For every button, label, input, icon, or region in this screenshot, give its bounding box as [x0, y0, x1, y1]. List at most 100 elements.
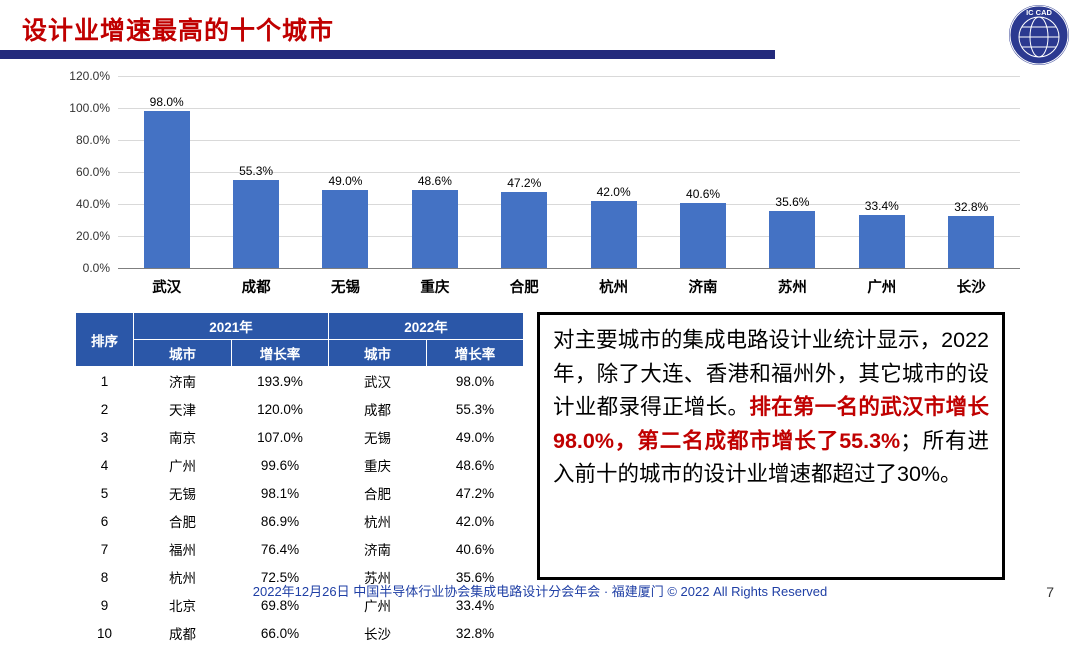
table-cell: 济南	[329, 535, 427, 563]
table-cell: 无锡	[329, 423, 427, 451]
table-cell: 杭州	[329, 507, 427, 535]
bar-value-label: 40.6%	[686, 187, 720, 201]
table-cell: 南京	[134, 423, 232, 451]
bar	[769, 211, 815, 268]
col-header-rank: 排序	[76, 313, 134, 367]
page-title: 设计业增速最高的十个城市	[22, 11, 334, 47]
iccad-logo-icon: IC CAD	[1008, 4, 1070, 66]
y-tick-label: 0.0%	[83, 261, 110, 275]
table-cell: 1	[76, 367, 134, 396]
bar-column: 32.8%	[927, 76, 1016, 268]
y-tick-label: 100.0%	[69, 101, 110, 115]
table-cell: 广州	[134, 451, 232, 479]
x-tick-label: 济南	[659, 276, 748, 297]
y-tick-label: 80.0%	[76, 133, 110, 147]
logo-text: IC CAD	[1026, 8, 1052, 17]
bar	[859, 215, 905, 268]
x-tick-label: 苏州	[748, 276, 837, 297]
bar-column: 98.0%	[122, 76, 211, 268]
table-cell: 66.0%	[232, 619, 329, 647]
title-underline-bar	[0, 50, 775, 59]
table-cell: 120.0%	[232, 395, 329, 423]
y-tick-label: 20.0%	[76, 229, 110, 243]
bar-column: 55.3%	[212, 76, 301, 268]
bar-value-label: 35.6%	[775, 195, 809, 209]
bar-column: 42.0%	[569, 76, 658, 268]
gridline	[118, 268, 1020, 269]
x-tick-label: 武汉	[122, 276, 211, 297]
chart-y-axis: 120.0%100.0%80.0%60.0%40.0%20.0%0.0%	[62, 76, 118, 268]
bar-value-label: 98.0%	[150, 95, 184, 109]
bar	[144, 111, 190, 268]
chart-x-axis: 武汉成都无锡重庆合肥杭州济南苏州广州长沙	[118, 276, 1020, 297]
table-cell: 86.9%	[232, 507, 329, 535]
page-number: 7	[1046, 584, 1054, 600]
col-header-2022: 2022年	[329, 313, 524, 340]
table-cell: 长沙	[329, 619, 427, 647]
table-cell: 福州	[134, 535, 232, 563]
bar-column: 48.6%	[390, 76, 479, 268]
table-cell: 49.0%	[427, 423, 524, 451]
bar	[680, 203, 726, 268]
x-tick-label: 广州	[837, 276, 926, 297]
x-tick-label: 长沙	[927, 276, 1016, 297]
y-tick-label: 60.0%	[76, 165, 110, 179]
table-cell: 合肥	[329, 479, 427, 507]
bar-value-label: 47.2%	[507, 176, 541, 190]
table-cell: 193.9%	[232, 367, 329, 396]
table-cell: 2	[76, 395, 134, 423]
table-cell: 32.8%	[427, 619, 524, 647]
bar	[412, 190, 458, 268]
table-cell: 重庆	[329, 451, 427, 479]
col-header-growth-2021: 增长率	[232, 340, 329, 367]
table-header: 排序 2021年 2022年 城市 增长率 城市 增长率	[76, 313, 524, 367]
table-cell: 55.3%	[427, 395, 524, 423]
table-cell: 4	[76, 451, 134, 479]
y-tick-label: 40.0%	[76, 197, 110, 211]
table-cell: 5	[76, 479, 134, 507]
table-cell: 48.6%	[427, 451, 524, 479]
bar-value-label: 33.4%	[865, 199, 899, 213]
bar	[233, 180, 279, 268]
col-header-city-2022: 城市	[329, 340, 427, 367]
table-cell: 40.6%	[427, 535, 524, 563]
bar-column: 49.0%	[301, 76, 390, 268]
bar	[591, 201, 637, 268]
bar	[322, 190, 368, 268]
x-tick-label: 成都	[212, 276, 301, 297]
bar	[501, 192, 547, 268]
table-cell: 武汉	[329, 367, 427, 396]
table-cell: 无锡	[134, 479, 232, 507]
col-header-growth-2022: 增长率	[427, 340, 524, 367]
x-tick-label: 无锡	[301, 276, 390, 297]
bar-column: 33.4%	[837, 76, 926, 268]
bar-column: 35.6%	[748, 76, 837, 268]
summary-text-box: 对主要城市的集成电路设计业统计显示，2022年，除了大连、香港和福州外，其它城市…	[537, 312, 1005, 580]
bar-value-label: 42.0%	[597, 185, 631, 199]
table-cell: 天津	[134, 395, 232, 423]
table-cell: 6	[76, 507, 134, 535]
col-header-city-2021: 城市	[134, 340, 232, 367]
x-tick-label: 杭州	[569, 276, 658, 297]
y-tick-label: 120.0%	[69, 69, 110, 83]
bar-value-label: 49.0%	[328, 174, 362, 188]
table-cell: 3	[76, 423, 134, 451]
chart-plot-area: 98.0% 55.3% 49.0% 48.6% 47.2% 42.0% 40.6% 35.6%…	[118, 76, 1020, 268]
table-cell: 76.4%	[232, 535, 329, 563]
bar-chart: 120.0%100.0%80.0%60.0%40.0%20.0%0.0% 98.…	[62, 76, 1020, 297]
bar-value-label: 55.3%	[239, 164, 273, 178]
x-tick-label: 重庆	[390, 276, 479, 297]
table-cell: 济南	[134, 367, 232, 396]
chart-bars: 98.0% 55.3% 49.0% 48.6% 47.2% 42.0% 40.6% 35.6%…	[118, 76, 1020, 268]
table-cell: 成都	[134, 619, 232, 647]
table-cell: 98.1%	[232, 479, 329, 507]
